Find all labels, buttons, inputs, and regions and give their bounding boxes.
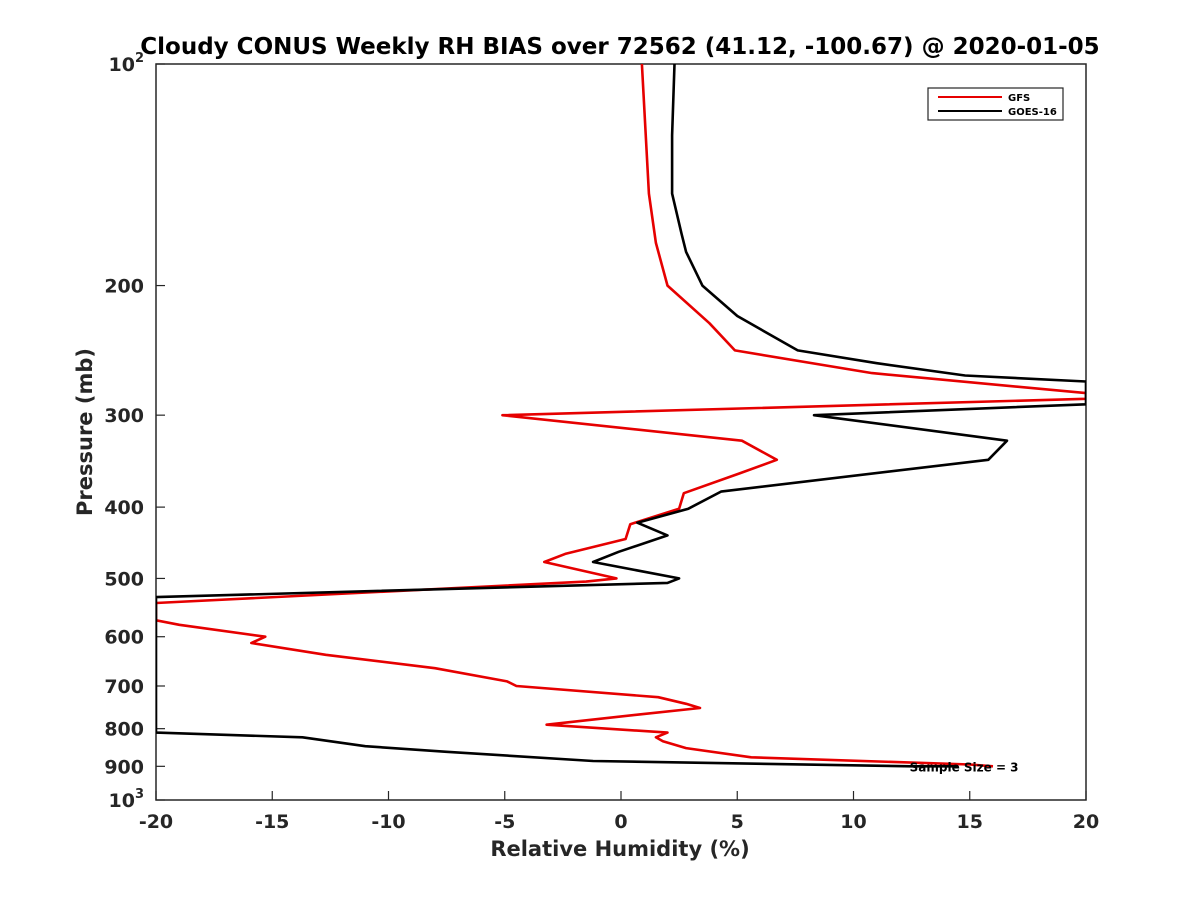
y-axis-label: Pressure (mb): [73, 348, 97, 516]
y-tick-label: 300: [104, 405, 144, 427]
x-tick-label: 5: [731, 811, 744, 833]
x-axis-label: Relative Humidity (%): [490, 837, 749, 861]
y-tick-label: 400: [104, 497, 144, 519]
x-tick-label: 10: [840, 811, 866, 833]
legend-label-gfs: GFS: [1008, 93, 1030, 104]
y-tick-label: 900: [104, 756, 144, 778]
chart-title: Cloudy CONUS Weekly RH BIAS over 72562 (…: [140, 34, 1099, 60]
x-tick-label: -15: [255, 811, 289, 833]
y-tick-label: 600: [104, 627, 144, 649]
y-tick-label: 102: [109, 51, 145, 76]
y-tick-label: 500: [104, 568, 144, 590]
x-tick-label: -20: [139, 811, 173, 833]
legend-label-goes16: GOES-16: [1008, 107, 1057, 118]
x-tick-label: -5: [494, 811, 515, 833]
y-tick-label: 800: [104, 719, 144, 741]
series-line-goes16: [156, 64, 1086, 768]
y-tick-label: 200: [104, 276, 144, 298]
y-tick-label: 700: [104, 676, 144, 698]
legend: GFS GOES-16: [927, 87, 1064, 121]
series-line-gfs: [156, 64, 1086, 768]
x-tick-label: 0: [614, 811, 627, 833]
x-tick-label: -10: [371, 811, 405, 833]
x-axis-ticks: -20 -15 -10 -5 0 5 10 15 20: [139, 791, 1099, 833]
x-tick-label: 15: [957, 811, 983, 833]
x-tick-label: 20: [1073, 811, 1099, 833]
y-axis-ticks: 102 200 300 400 500 600 700 800 900 103: [104, 51, 165, 812]
sample-size-annotation: Sample Size = 3: [910, 760, 1019, 774]
legend-box: [927, 87, 1064, 121]
series-layer: [156, 64, 1086, 768]
y-tick-label: 103: [109, 787, 145, 812]
